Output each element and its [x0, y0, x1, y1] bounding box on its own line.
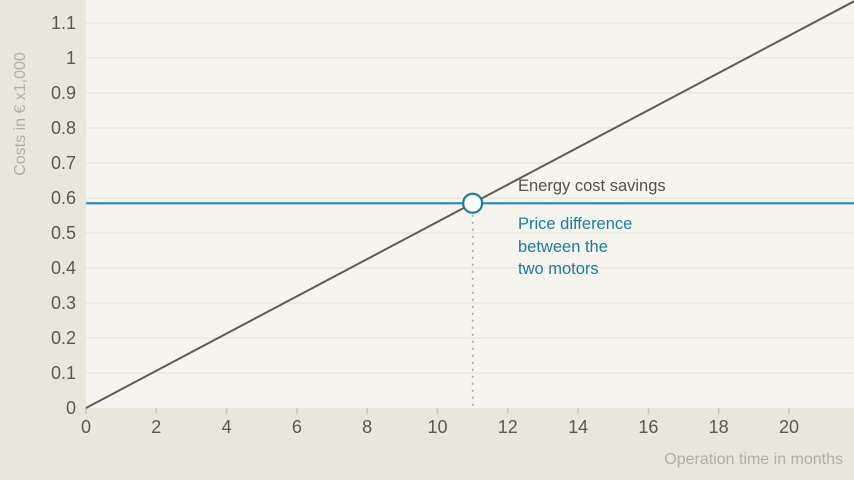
y-axis-title: Costs in € x1,000 — [12, 52, 29, 176]
y-tick-label: 0.3 — [50, 293, 76, 313]
y-tick-label: 0.6 — [50, 188, 76, 208]
y-tick-label: 1.1 — [50, 13, 76, 33]
price-difference-line-1: Price difference — [518, 215, 633, 233]
x-tick-label: 12 — [497, 417, 518, 437]
x-axis-title: Operation time in months — [664, 451, 843, 468]
x-tick-label: 4 — [221, 417, 232, 437]
breakeven-marker — [462, 192, 484, 214]
x-tick-label: 20 — [778, 417, 800, 437]
x-tick-label: 8 — [362, 417, 373, 437]
y-tick-label: 0.1 — [50, 363, 76, 383]
x-tick-label: 10 — [427, 417, 448, 437]
y-tick-label: 1 — [65, 48, 76, 68]
y-tick-label: 0.8 — [50, 118, 76, 138]
price-difference-label: Price difference between the two motors — [518, 213, 632, 281]
y-tick-label: 0.5 — [50, 223, 76, 243]
y-tick-label: 0.4 — [50, 258, 76, 278]
energy-savings-label: Energy cost savings — [518, 177, 666, 195]
x-tick-label: 2 — [151, 417, 162, 437]
y-tick-label: 0 — [65, 398, 76, 418]
y-tick-label: 0.9 — [50, 83, 76, 103]
price-difference-line-2: between the — [518, 237, 608, 256]
x-tick-label: 18 — [708, 417, 729, 437]
x-tick-label: 6 — [291, 417, 302, 437]
y-tick-label: 0.7 — [50, 153, 76, 173]
price-difference-line-3: two motors — [518, 260, 599, 278]
x-tick-label: 16 — [638, 417, 659, 437]
y-tick-label: 0.2 — [50, 328, 76, 348]
x-tick-label: 14 — [568, 417, 589, 437]
x-tick-label: 0 — [80, 417, 91, 437]
